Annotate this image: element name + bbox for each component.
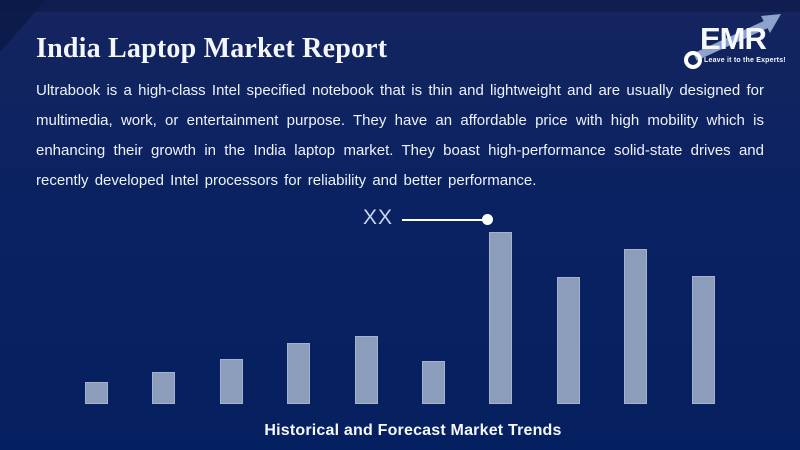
bar bbox=[624, 249, 647, 404]
bar bbox=[422, 361, 445, 404]
emr-logo-tagline: Leave it to the Experts! bbox=[704, 57, 786, 64]
bar bbox=[152, 372, 175, 404]
report-description: Ultrabook is a high-class Intel specifie… bbox=[36, 82, 764, 189]
annotation-dot-icon bbox=[482, 214, 493, 225]
bar bbox=[220, 359, 243, 404]
chart-value-annotation: XX bbox=[362, 206, 393, 229]
annotation-leader-line bbox=[402, 219, 487, 221]
bar bbox=[355, 336, 378, 404]
emr-logo-text: EMR bbox=[700, 21, 767, 56]
bar bbox=[692, 276, 715, 404]
chart-caption: Historical and Forecast Market Trends bbox=[264, 422, 562, 439]
bar bbox=[489, 232, 512, 404]
bar-chart bbox=[0, 210, 800, 404]
bar bbox=[287, 343, 310, 404]
ring-icon bbox=[684, 51, 702, 69]
bar bbox=[557, 277, 580, 404]
bar bbox=[85, 382, 108, 404]
page-title: India Laptop Market Report bbox=[36, 33, 388, 64]
growth-arrow-icon bbox=[693, 14, 781, 61]
emr-logo[interactable]: EMR Leave it to the Experts! bbox=[681, 12, 795, 69]
top-edge-shade bbox=[0, 0, 800, 12]
